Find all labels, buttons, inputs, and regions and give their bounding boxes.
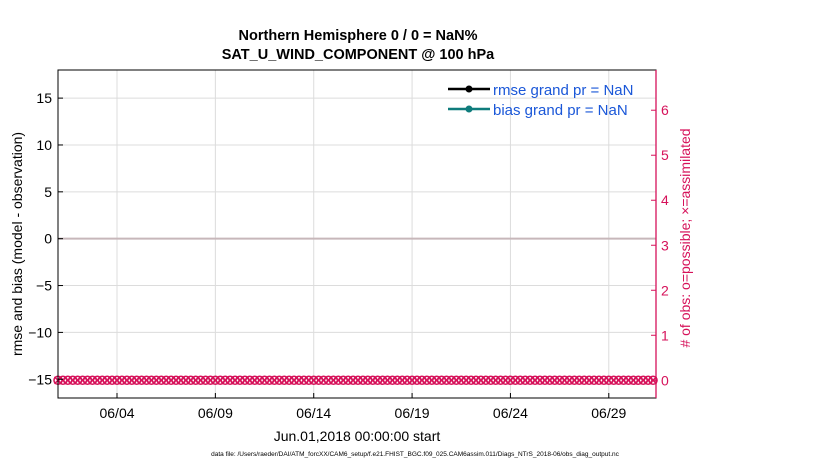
y-tick-label: −15 bbox=[28, 371, 52, 387]
y-tick-label: 5 bbox=[44, 184, 52, 200]
chart-subtitle: SAT_U_WIND_COMPONENT @ 100 hPa bbox=[221, 47, 495, 63]
x-tick-label: 06/04 bbox=[99, 405, 134, 421]
y-tick-label: −5 bbox=[36, 278, 52, 294]
y2-tick-label: 2 bbox=[661, 282, 669, 298]
x-tick-label: 06/19 bbox=[395, 405, 430, 421]
legend-rmse-label: rmse grand pr = NaN bbox=[493, 82, 633, 99]
chart-title: Northern Hemisphere 0 / 0 = NaN% bbox=[238, 28, 478, 44]
x-tick-label: 06/29 bbox=[591, 405, 626, 421]
x-tick-label: 06/14 bbox=[296, 405, 331, 421]
y-axis-left: −15 −10 −5 0 5 10 15 bbox=[28, 90, 63, 387]
y-axis-label: rmse and bias (model - observation) bbox=[9, 132, 25, 356]
data-file-caption: data file: /Users/raeder/DAI/ATM_forcXX/… bbox=[211, 451, 619, 458]
y2-tick-label: 5 bbox=[661, 147, 669, 163]
y2-axis-label: # of obs: o=possible; ×=assimilated bbox=[677, 128, 693, 347]
legend-item-bias: bias grand pr = NaN bbox=[448, 102, 628, 119]
legend-item-rmse: rmse grand pr = NaN bbox=[448, 82, 633, 99]
y-tick-label: 15 bbox=[36, 90, 52, 106]
y-tick-label: 0 bbox=[44, 231, 52, 247]
x-axis-label: Jun.01,2018 00:00:00 start bbox=[274, 428, 441, 444]
legend-bias-label: bias grand pr = NaN bbox=[493, 102, 628, 119]
obs-possible-marker bbox=[648, 375, 658, 386]
y2-tick-label: 3 bbox=[661, 237, 669, 253]
x-tick-label: 06/09 bbox=[198, 405, 233, 421]
y-axis-right: 0 1 2 3 4 5 6 bbox=[651, 70, 669, 398]
y2-tick-label: 0 bbox=[661, 372, 669, 388]
y2-tick-label: 1 bbox=[661, 327, 669, 343]
legend-rmse-marker bbox=[465, 85, 473, 93]
y-tick-label: −10 bbox=[28, 324, 52, 340]
y-tick-label: 10 bbox=[36, 137, 52, 153]
obs-markers bbox=[53, 375, 658, 386]
y2-tick-label: 6 bbox=[661, 102, 669, 118]
x-tick-label: 06/24 bbox=[493, 405, 528, 421]
legend: rmse grand pr = NaN bias grand pr = NaN bbox=[448, 82, 633, 119]
plot-frame bbox=[57, 69, 657, 399]
y2-tick-label: 4 bbox=[661, 192, 669, 208]
legend-bias-marker bbox=[465, 105, 473, 113]
x-axis: 06/04 06/09 06/14 06/19 06/24 06/29 bbox=[99, 393, 627, 421]
grid bbox=[58, 70, 656, 398]
